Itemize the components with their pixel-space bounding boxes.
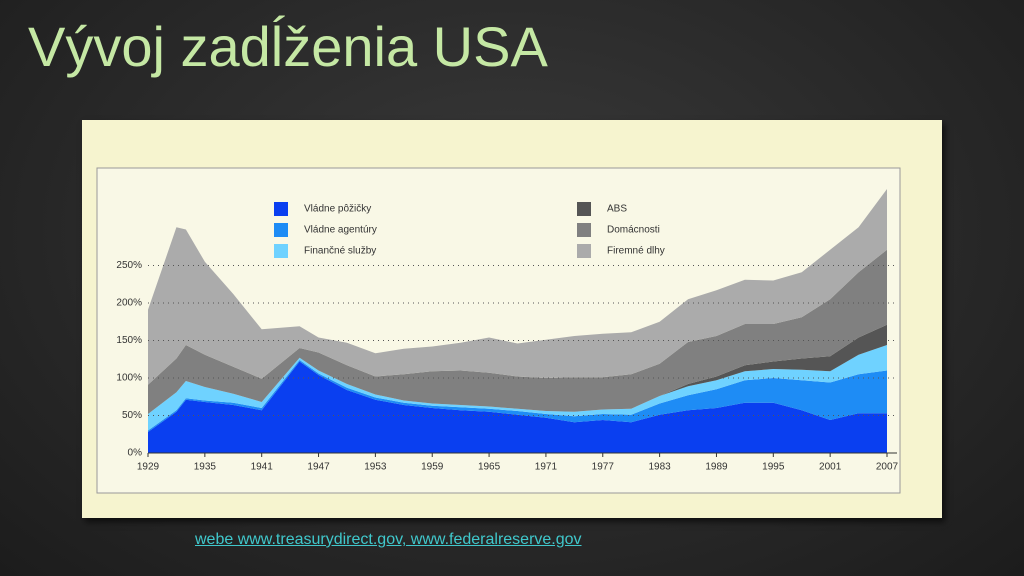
y-tick-label: 200% bbox=[116, 298, 142, 309]
chart: 0% 50% 100% 150% 200% 250% 1929 1935 1941 1947 195… bbox=[96, 167, 901, 494]
y-tick-label: 150% bbox=[116, 335, 142, 346]
legend-swatch bbox=[274, 244, 288, 258]
x-tick-label: 1935 bbox=[194, 462, 217, 473]
legend-swatch bbox=[577, 244, 591, 258]
chart-panel: 0% 50% 100% 150% 200% 250% 1929 1935 1941 1947 195… bbox=[82, 120, 942, 518]
y-tick-label: 50% bbox=[122, 410, 142, 421]
area bbox=[148, 361, 887, 453]
slide-title: Vývoj zadĺženia USA bbox=[28, 15, 548, 78]
x-tick-label: 2001 bbox=[819, 462, 842, 473]
area bbox=[148, 360, 887, 432]
legend-label: Vládne pôžičky bbox=[304, 204, 371, 215]
legend-swatch bbox=[274, 223, 288, 237]
x-tick-label: 1965 bbox=[478, 462, 501, 473]
legend-label: Vládne agentúry bbox=[304, 225, 377, 236]
x-tick-label: 1953 bbox=[364, 462, 387, 473]
legend-label: Finančné služby bbox=[304, 246, 376, 257]
x-tick-label: 1977 bbox=[592, 462, 615, 473]
x-tick-label: 1989 bbox=[705, 462, 728, 473]
x-tick-label: 1947 bbox=[307, 462, 330, 473]
legend-swatch bbox=[577, 223, 591, 237]
y-tick-label: 250% bbox=[116, 260, 142, 271]
legend-label: Firemné dlhy bbox=[607, 246, 665, 257]
legend-swatch bbox=[274, 202, 288, 216]
area bbox=[148, 324, 887, 414]
y-tick-label: 100% bbox=[116, 373, 142, 384]
x-tick-label: 1983 bbox=[648, 462, 671, 473]
x-tick-label: 2007 bbox=[876, 462, 899, 473]
legend-label: ABS bbox=[607, 204, 627, 215]
area bbox=[148, 249, 887, 414]
y-tick-label: 0% bbox=[128, 448, 143, 459]
x-tick-label: 1941 bbox=[251, 462, 274, 473]
legend-swatch bbox=[577, 202, 591, 216]
x-tick-label: 1971 bbox=[535, 462, 558, 473]
legend-label: Domácnosti bbox=[607, 225, 660, 236]
source-link[interactable]: webe www.treasurydirect.gov, www.federal… bbox=[195, 531, 582, 548]
x-tick-label: 1995 bbox=[762, 462, 785, 473]
x-tick-label: 1929 bbox=[137, 462, 160, 473]
area bbox=[148, 189, 887, 385]
x-tick-label: 1959 bbox=[421, 462, 444, 473]
